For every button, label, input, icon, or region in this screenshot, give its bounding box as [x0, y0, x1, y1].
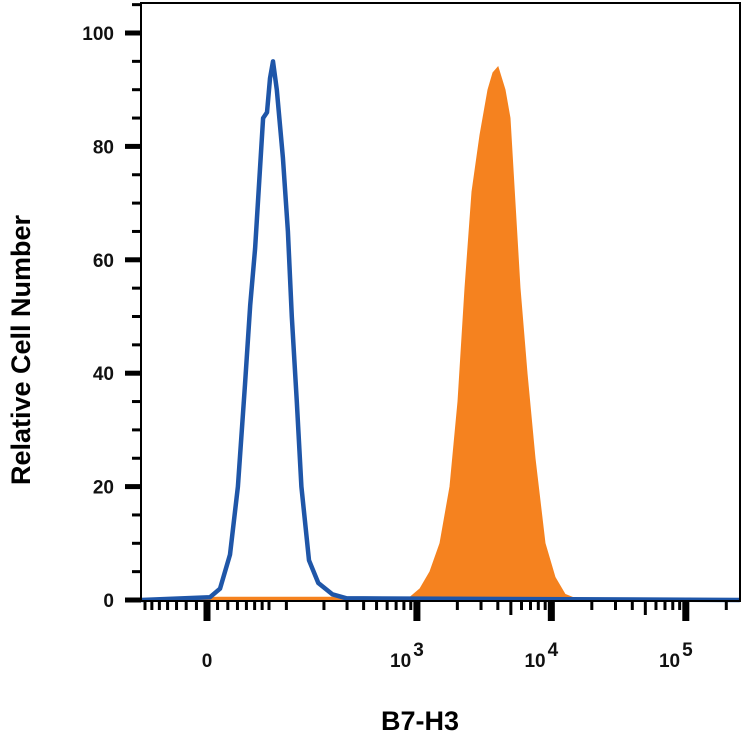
y-axis: 0 20 40 60 80 100: [82, 3, 141, 612]
x-tick-base: 10: [659, 651, 680, 672]
x-tick-label: 104: [524, 640, 558, 672]
series-filled-histogram: [141, 65, 740, 601]
series-line-histogram: [141, 59, 740, 603]
x-axis-title: B7-H3: [381, 706, 459, 736]
y-tick-label: 40: [93, 364, 114, 385]
y-tick-label: 60: [93, 251, 114, 272]
y-tick-label: 80: [93, 137, 114, 158]
plot-frame: [140, 2, 741, 602]
x-tick-base: 10: [390, 651, 411, 672]
x-tick-label: 103: [390, 640, 424, 672]
y-tick-label: 0: [103, 591, 114, 612]
x-tick-label: 0: [202, 651, 213, 672]
y-tick-label: 20: [93, 478, 114, 499]
x-tick-exponent: 4: [548, 640, 559, 661]
x-tick-base: 10: [524, 651, 545, 672]
x-tick-base: 0: [202, 651, 213, 672]
x-tick-label: 105: [659, 640, 693, 672]
y-axis-title: Relative Cell Number: [6, 214, 36, 485]
plot-marks: [141, 59, 740, 603]
x-tick-exponent: 5: [682, 640, 693, 661]
x-tick-exponent: 3: [413, 640, 424, 661]
y-tick-label: 100: [82, 24, 114, 45]
